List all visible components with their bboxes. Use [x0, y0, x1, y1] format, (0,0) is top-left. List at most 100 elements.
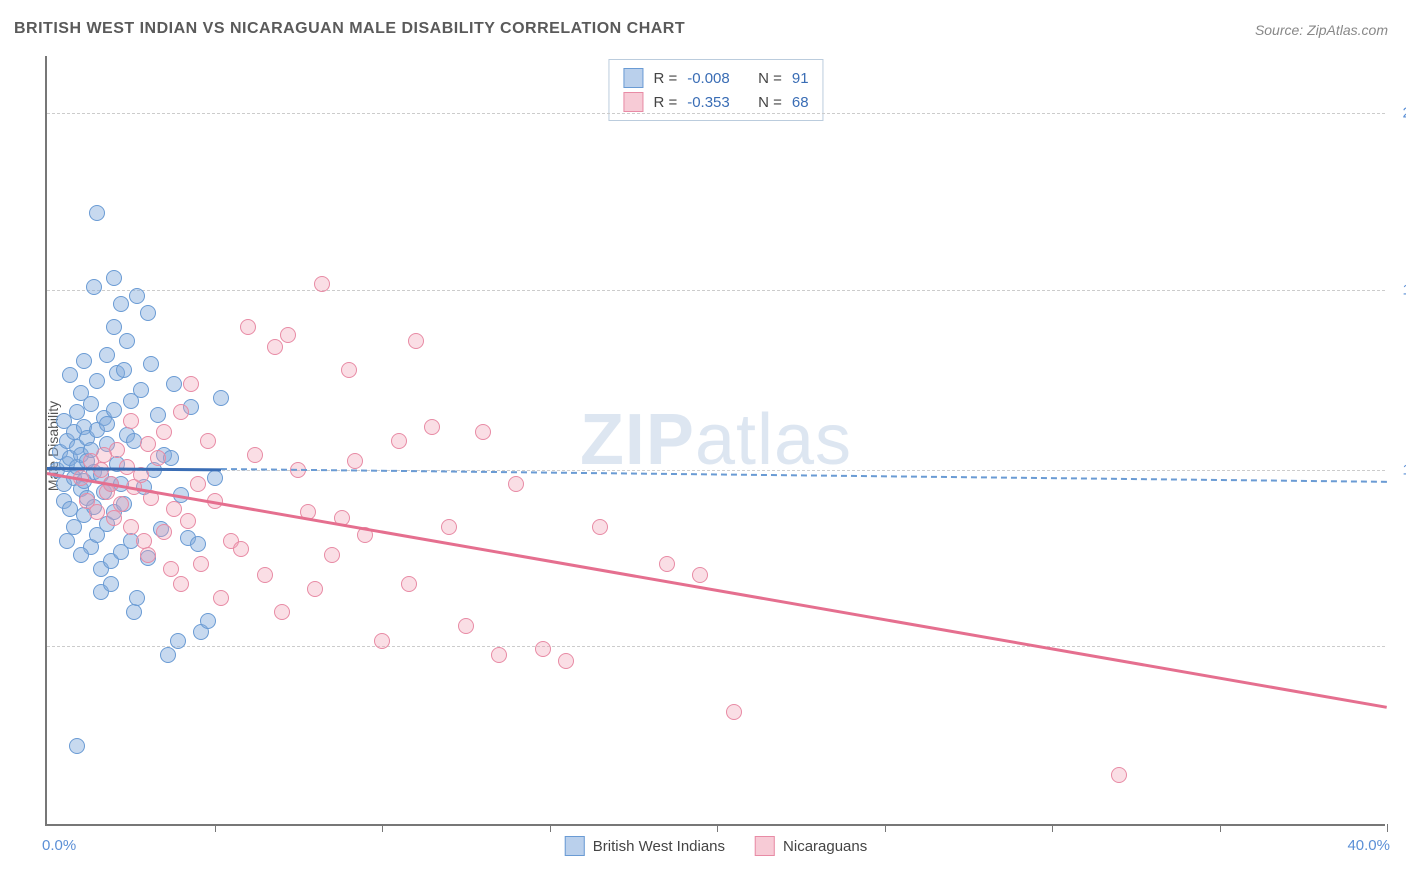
gridline-h — [47, 646, 1385, 647]
scatter-point-pink — [535, 641, 551, 657]
scatter-point-pink — [475, 424, 491, 440]
scatter-point-pink — [726, 704, 742, 720]
scatter-point-pink — [307, 581, 323, 597]
swatch-blue — [623, 68, 643, 88]
legend-label-blue: British West Indians — [593, 838, 725, 855]
scatter-point-blue — [89, 373, 105, 389]
chart-container: BRITISH WEST INDIAN VS NICARAGUAN MALE D… — [0, 0, 1406, 892]
scatter-point-blue — [83, 396, 99, 412]
scatter-point-blue — [119, 333, 135, 349]
scatter-point-pink — [89, 504, 105, 520]
scatter-point-blue — [140, 305, 156, 321]
scatter-point-pink — [408, 333, 424, 349]
scatter-point-pink — [458, 618, 474, 634]
scatter-point-blue — [106, 270, 122, 286]
scatter-point-pink — [200, 433, 216, 449]
scatter-point-pink — [163, 561, 179, 577]
scatter-point-pink — [491, 647, 507, 663]
scatter-point-pink — [692, 567, 708, 583]
n-label: N = — [758, 94, 782, 111]
scatter-point-blue — [99, 347, 115, 363]
watermark-light: atlas — [695, 400, 852, 480]
scatter-point-blue — [150, 407, 166, 423]
x-tick — [885, 824, 886, 832]
scatter-point-blue — [62, 367, 78, 383]
n-value-blue: 91 — [792, 70, 809, 87]
scatter-point-pink — [240, 319, 256, 335]
scatter-point-pink — [183, 376, 199, 392]
scatter-point-pink — [180, 513, 196, 529]
scatter-point-pink — [267, 339, 283, 355]
scatter-point-blue — [133, 382, 149, 398]
scatter-point-pink — [233, 541, 249, 557]
scatter-point-blue — [76, 353, 92, 369]
scatter-point-pink — [391, 433, 407, 449]
scatter-point-pink — [166, 501, 182, 517]
scatter-point-blue — [200, 613, 216, 629]
scatter-point-pink — [156, 524, 172, 540]
scatter-point-blue — [143, 356, 159, 372]
x-axis-max-label: 40.0% — [1347, 837, 1390, 854]
source-attribution: Source: ZipAtlas.com — [1255, 22, 1388, 38]
scatter-point-pink — [274, 604, 290, 620]
scatter-point-pink — [173, 576, 189, 592]
scatter-point-pink — [190, 476, 206, 492]
scatter-point-blue — [103, 576, 119, 592]
scatter-point-pink — [140, 436, 156, 452]
x-tick — [717, 824, 718, 832]
scatter-point-pink — [324, 547, 340, 563]
n-label: N = — [758, 70, 782, 87]
scatter-point-pink — [347, 453, 363, 469]
scatter-point-pink — [592, 519, 608, 535]
x-axis-min-label: 0.0% — [42, 837, 76, 854]
scatter-point-pink — [150, 450, 166, 466]
stat-row-blue: R = -0.008 N = 91 — [623, 66, 808, 90]
scatter-point-pink — [1111, 767, 1127, 783]
scatter-point-pink — [193, 556, 209, 572]
scatter-point-pink — [106, 510, 122, 526]
gridline-h — [47, 113, 1385, 114]
scatter-point-pink — [401, 576, 417, 592]
scatter-point-blue — [129, 288, 145, 304]
chart-title: BRITISH WEST INDIAN VS NICARAGUAN MALE D… — [14, 20, 685, 38]
scatter-point-pink — [123, 413, 139, 429]
scatter-point-pink — [341, 362, 357, 378]
legend-item-blue: British West Indians — [565, 836, 725, 856]
y-tick-label: 25.0% — [1390, 105, 1406, 122]
y-tick-label: 6.3% — [1390, 638, 1406, 655]
trend-line-pink — [47, 472, 1387, 708]
scatter-point-blue — [113, 296, 129, 312]
stat-legend: R = -0.008 N = 91 R = -0.353 N = 68 — [608, 59, 823, 121]
watermark-bold: ZIP — [580, 400, 695, 480]
x-tick — [1220, 824, 1221, 832]
scatter-point-blue — [116, 362, 132, 378]
scatter-point-pink — [113, 496, 129, 512]
scatter-point-pink — [280, 327, 296, 343]
swatch-pink — [755, 836, 775, 856]
scatter-point-pink — [173, 404, 189, 420]
scatter-point-blue — [160, 647, 176, 663]
gridline-h — [47, 290, 1385, 291]
scatter-point-blue — [170, 633, 186, 649]
scatter-point-blue — [190, 536, 206, 552]
scatter-point-pink — [374, 633, 390, 649]
scatter-point-blue — [73, 547, 89, 563]
y-tick-label: 18.8% — [1390, 281, 1406, 298]
stat-row-pink: R = -0.353 N = 68 — [623, 90, 808, 114]
y-tick-label: 12.5% — [1390, 461, 1406, 478]
scatter-point-blue — [129, 590, 145, 606]
legend-item-pink: Nicaraguans — [755, 836, 867, 856]
scatter-point-blue — [213, 390, 229, 406]
scatter-point-pink — [424, 419, 440, 435]
scatter-point-blue — [106, 319, 122, 335]
scatter-point-blue — [69, 738, 85, 754]
scatter-point-pink — [96, 447, 112, 463]
swatch-blue — [565, 836, 585, 856]
r-label: R = — [653, 70, 677, 87]
scatter-point-blue — [207, 470, 223, 486]
scatter-point-pink — [140, 547, 156, 563]
scatter-point-pink — [441, 519, 457, 535]
r-value-pink: -0.353 — [687, 94, 730, 111]
scatter-point-pink — [314, 276, 330, 292]
n-value-pink: 68 — [792, 94, 809, 111]
